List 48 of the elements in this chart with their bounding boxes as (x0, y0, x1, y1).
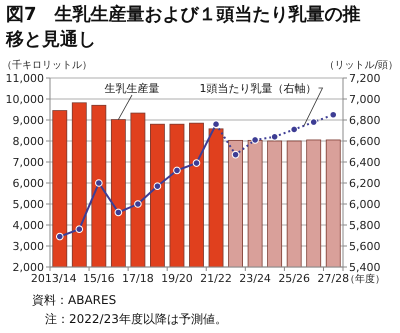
point (251, 136, 259, 144)
y-axis-title: （千キロリットル） (2, 59, 92, 71)
y2-tick-label: 6,400 (349, 156, 380, 169)
point (270, 133, 278, 141)
point (192, 159, 200, 167)
y2-tick-label: 5,800 (349, 219, 380, 232)
y-tick-label: 4,000 (12, 219, 44, 232)
point (56, 232, 64, 240)
y2-tick-label: 5,600 (349, 240, 380, 253)
point (76, 225, 84, 233)
x-tick-label: 15/16 (82, 272, 115, 285)
y2-tick-label: 6,600 (349, 135, 380, 148)
point (114, 208, 122, 216)
text: 資料：ABARES (32, 293, 116, 307)
y-tick-label: 9,000 (12, 114, 44, 127)
series-label: 生乳生産量 (104, 82, 160, 95)
text: 1頭当たり乳量（右軸） (200, 82, 316, 95)
point (154, 182, 162, 190)
point (232, 150, 240, 158)
x-tick-label: 25/26 (278, 272, 310, 285)
y2-tick-label: 5,400 (349, 261, 380, 274)
y2-tick-label: 6,200 (349, 177, 380, 190)
y2-axis-title: （リットル/頭） (324, 60, 398, 71)
point (310, 118, 318, 126)
y-tick-label: 2,000 (12, 261, 44, 274)
x-tick-label: 2013/14 (30, 272, 77, 285)
y2-tick-label: 6,000 (349, 198, 380, 211)
x-tick-label: 23/24 (239, 272, 271, 285)
y-tick-label: 3,000 (12, 240, 44, 253)
point (134, 200, 142, 208)
y-tick-label: 10,000 (6, 93, 44, 106)
x-tick-label: 17/18 (122, 272, 154, 285)
y-tick-label: 5,000 (12, 198, 44, 211)
chart-title: 図7 生乳生産量および１頭当たり乳量の推移と見通し (6, 3, 362, 52)
y-tick-label: 6,000 (12, 177, 44, 190)
point (290, 126, 298, 134)
x-tick-label: 27/28 (317, 272, 350, 285)
point (95, 179, 103, 187)
y2-tick-label: 7,000 (349, 93, 380, 106)
y-tick-label: 11,000 (6, 72, 44, 85)
y2-tick-label: 6,800 (349, 114, 380, 127)
point (173, 166, 181, 174)
y-tick-label: 7,000 (12, 156, 44, 169)
text: 注：2022/23年度以降は予測値。 (45, 312, 227, 326)
y2-tick-label: 7,200 (349, 72, 380, 85)
x-tick-label: 21/22 (200, 272, 232, 285)
y-tick-label: 8,000 (12, 135, 44, 148)
x-tick-label: 19/20 (161, 272, 193, 285)
